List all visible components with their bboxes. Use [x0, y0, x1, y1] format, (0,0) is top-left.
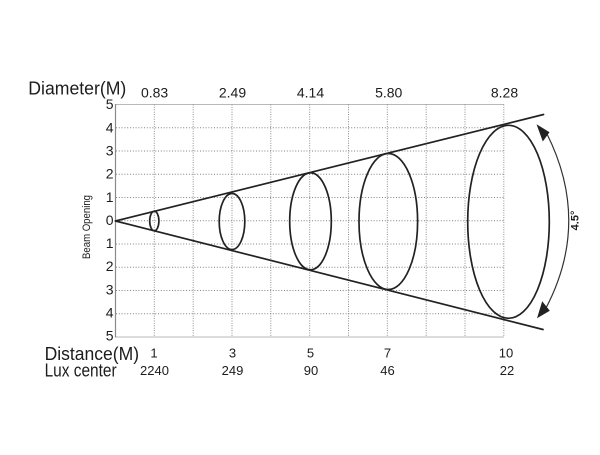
- svg-text:2.49: 2.49: [219, 85, 246, 101]
- svg-text:5: 5: [106, 96, 114, 112]
- svg-text:2240: 2240: [140, 363, 169, 378]
- svg-text:46: 46: [380, 363, 394, 378]
- svg-text:Beam Opening: Beam Opening: [81, 195, 93, 259]
- svg-text:22: 22: [500, 363, 514, 378]
- svg-text:5.80: 5.80: [375, 85, 402, 101]
- svg-text:0: 0: [106, 212, 114, 228]
- svg-text:Diameter(M): Diameter(M): [28, 79, 126, 99]
- svg-text:1: 1: [150, 346, 157, 361]
- svg-text:3: 3: [106, 143, 114, 159]
- svg-text:0.83: 0.83: [141, 85, 168, 101]
- svg-text:8.28: 8.28: [491, 85, 518, 101]
- svg-text:Distance(M): Distance(M): [45, 344, 140, 364]
- svg-text:2: 2: [106, 258, 114, 274]
- svg-text:1: 1: [106, 189, 114, 205]
- svg-text:249: 249: [222, 363, 244, 378]
- svg-text:4.5°: 4.5°: [570, 211, 582, 231]
- svg-text:10: 10: [499, 346, 513, 361]
- svg-text:4.14: 4.14: [297, 85, 324, 101]
- svg-text:3: 3: [229, 346, 236, 361]
- svg-text:5: 5: [106, 328, 114, 344]
- svg-text:2: 2: [106, 166, 114, 182]
- svg-text:Lux center: Lux center: [45, 360, 117, 380]
- svg-text:1: 1: [106, 235, 114, 251]
- svg-text:3: 3: [106, 281, 114, 297]
- svg-text:90: 90: [304, 363, 318, 378]
- svg-text:5: 5: [307, 346, 314, 361]
- svg-text:4: 4: [106, 119, 114, 135]
- svg-text:4: 4: [106, 305, 114, 321]
- svg-text:7: 7: [384, 346, 391, 361]
